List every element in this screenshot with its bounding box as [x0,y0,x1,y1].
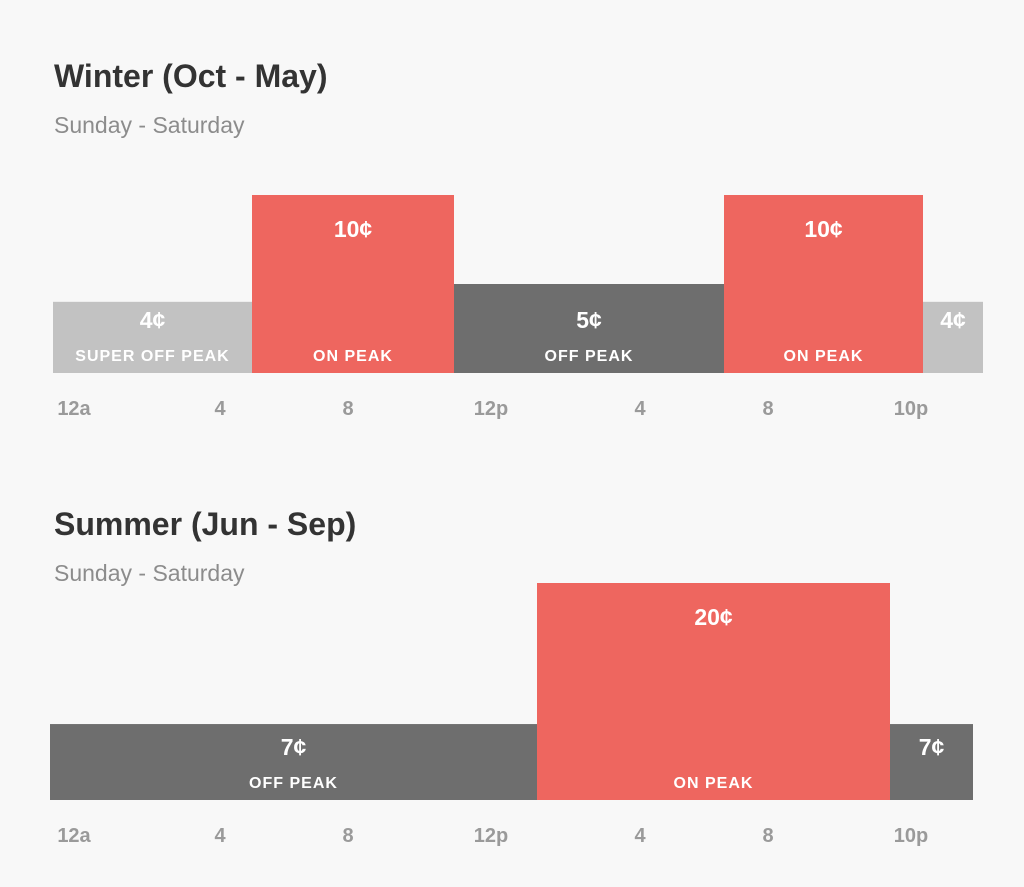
summer-x-tick-label: 4 [634,825,646,847]
summer-x-tick-label: 8 [342,825,353,847]
winter-subtitle: Sunday - Saturday [54,112,245,138]
summer-period-label: OFF PEAK [249,775,338,792]
winter-x-tick-label: 12a [57,398,91,420]
winter-period-label: ON PEAK [784,348,864,365]
winter-period-label: ON PEAK [313,348,393,365]
winter-x-tick-label: 12p [474,398,508,420]
summer-chart-svg: 7¢ OFF PEAK 20¢ ON PEAK 7¢ 12a 4 8 12p 4 8 10p [50,583,973,847]
winter-bar-super-off-peak [923,301,983,373]
winter-rate-chart: 4¢ SUPER OFF PEAK 10¢ ON PEAK 5¢ OFF PEAK 10¢ O… [0,180,1024,430]
summer-rate-chart: 7¢ OFF PEAK 20¢ ON PEAK 7¢ 12a 4 8 12p 4 8 10p [0,570,1024,850]
summer-x-tick-label: 4 [214,825,226,847]
summer-period-label: ON PEAK [674,775,754,792]
summer-bar-off-peak [890,724,973,800]
winter-chart-svg: 4¢ SUPER OFF PEAK 10¢ ON PEAK 5¢ OFF PEAK 10¢ O… [53,195,983,420]
winter-x-tick-label: 4 [214,398,226,420]
winter-x-tick-label: 10p [894,398,928,420]
winter-title: Winter (Oct - May) [54,58,328,94]
winter-bar-super-off-peak [53,301,252,373]
summer-subtitle: Sunday - Saturday [54,560,245,586]
summer-price-label: 7¢ [919,734,945,760]
summer-price-label: 7¢ [281,734,307,760]
winter-period-label: SUPER OFF PEAK [75,348,229,365]
winter-bar-on-peak [252,195,454,373]
summer-bar-on-peak [537,583,890,800]
winter-price-label: 10¢ [804,216,843,242]
winter-x-tick-label: 8 [342,398,353,420]
summer-x-tick-label: 8 [762,825,773,847]
winter-period-label: OFF PEAK [545,348,634,365]
summer-x-tick-label: 12a [57,825,91,847]
winter-price-label: 4¢ [140,307,166,333]
winter-price-label: 5¢ [576,307,602,333]
winter-x-tick-label: 4 [634,398,646,420]
winter-x-tick-label: 8 [762,398,773,420]
summer-x-tick-label: 12p [474,825,508,847]
winter-price-label: 4¢ [940,307,966,333]
winter-bar-off-peak [454,284,724,373]
summer-x-tick-label: 10p [894,825,928,847]
winter-price-label: 10¢ [334,216,373,242]
summer-bar-off-peak [50,724,537,800]
summer-title: Summer (Jun - Sep) [54,506,357,542]
summer-price-label: 20¢ [694,604,733,630]
winter-bar-on-peak [724,195,923,373]
